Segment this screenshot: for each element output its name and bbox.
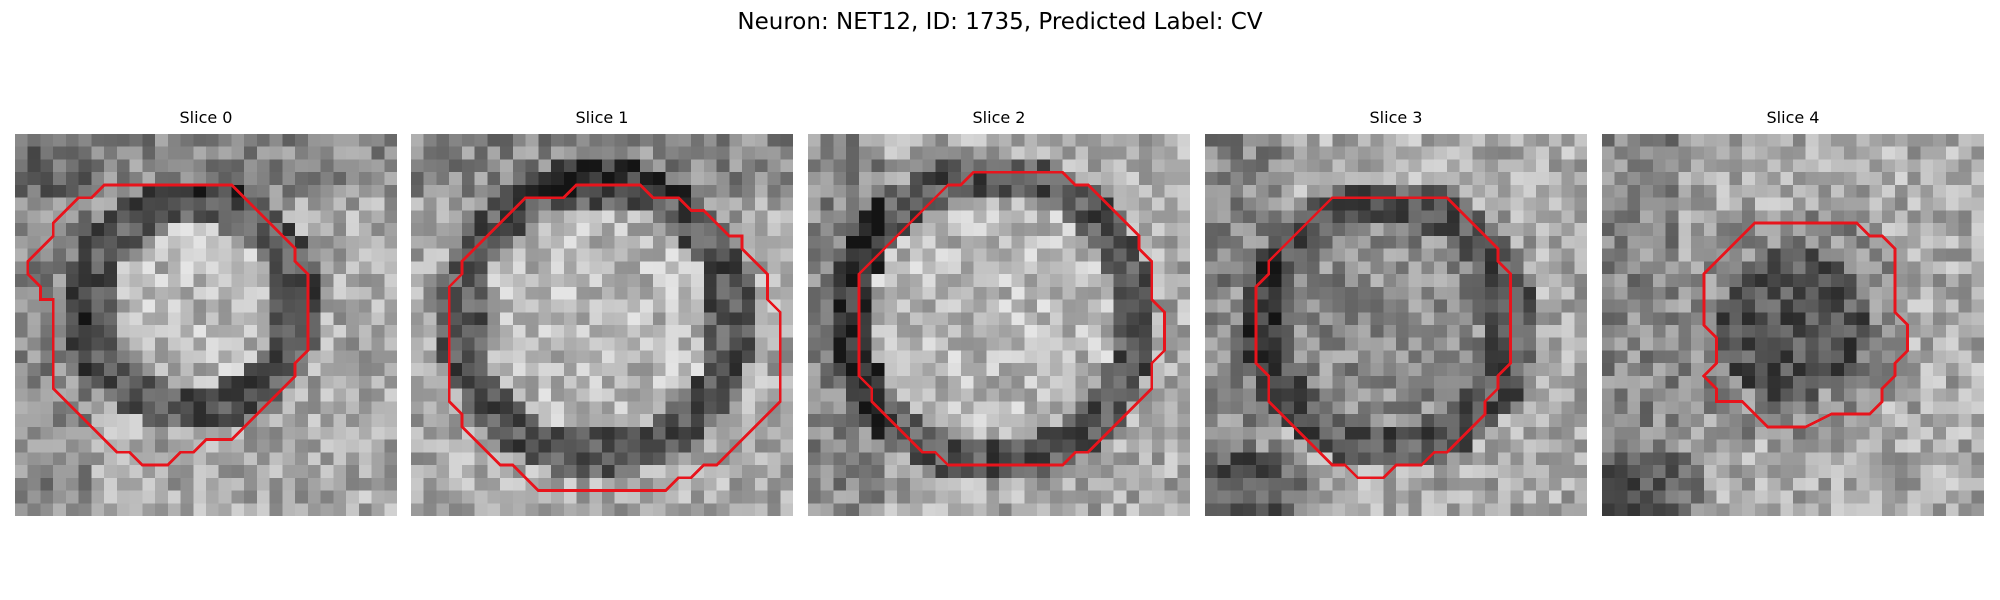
slice-image-4	[1602, 134, 1984, 516]
slice-title-1: Slice 1	[575, 108, 629, 127]
pixel-grid	[15, 134, 397, 516]
slice-image-2	[808, 134, 1190, 516]
neuron-outline	[1254, 196, 1513, 480]
slice-image-0	[15, 134, 397, 516]
pixel-grid	[1205, 134, 1587, 516]
neuron-outline	[447, 183, 782, 492]
neuron-outline	[1701, 221, 1910, 429]
slice-image-1	[411, 134, 793, 516]
slice-title-3: Slice 3	[1369, 108, 1423, 127]
slice-title-2: Slice 2	[972, 108, 1026, 127]
figure-title: Neuron: NET12, ID: 1735, Predicted Label…	[737, 9, 1263, 35]
pixel-grid	[808, 134, 1190, 516]
slice-title-4: Slice 4	[1766, 108, 1820, 127]
neuron-outline	[26, 183, 310, 467]
neuron-outline	[857, 170, 1166, 467]
slice-title-0: Slice 0	[179, 108, 233, 127]
pixel-grid	[411, 134, 793, 516]
slice-image-3	[1205, 134, 1587, 516]
pixel-grid	[1602, 134, 1984, 516]
